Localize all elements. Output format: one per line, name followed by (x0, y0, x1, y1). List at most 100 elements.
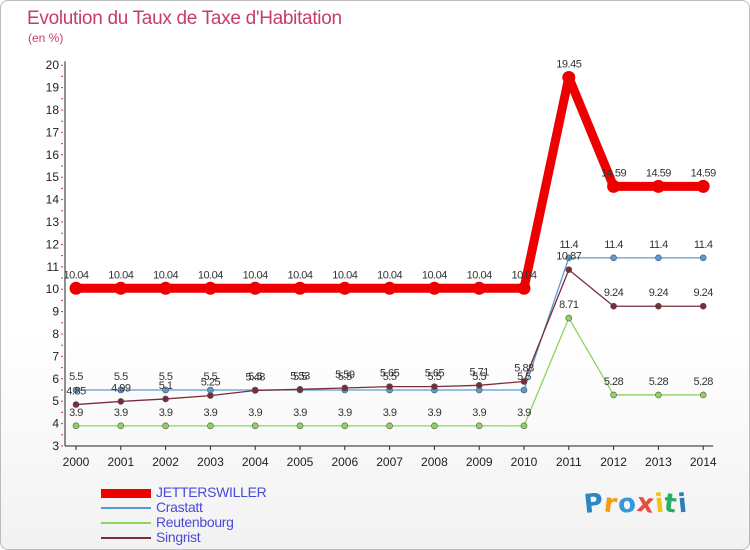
data-label: 5.1 (159, 380, 173, 392)
data-point (562, 71, 576, 85)
x-tick-label: 2002 (152, 455, 179, 469)
data-label: 4.99 (111, 382, 131, 394)
data-point (114, 281, 128, 295)
x-tick-label: 2010 (511, 455, 538, 469)
data-label: 5.28 (604, 376, 624, 388)
data-point (607, 179, 621, 193)
data-point (699, 391, 707, 399)
data-label: 11.4 (560, 239, 579, 251)
data-point (565, 314, 573, 322)
data-point (699, 254, 707, 262)
data-label: 3.9 (338, 407, 352, 419)
legend-label: Reutenbourg (156, 514, 234, 530)
data-point (431, 422, 438, 430)
data-point (610, 391, 617, 399)
data-label: 11.4 (649, 239, 668, 251)
data-label: 11.4 (604, 239, 623, 251)
data-point (162, 395, 169, 403)
x-tick-label: 2008 (421, 455, 448, 469)
legend-label: Singrist (156, 529, 201, 545)
y-tick-label: 15 (46, 170, 60, 184)
chart-subtitle: (en %) (28, 31, 64, 45)
y-tick-label: 9 (52, 305, 59, 319)
data-label: 3.9 (472, 407, 486, 419)
data-label: 10.04 (332, 269, 357, 281)
data-point (341, 422, 349, 430)
data-point (520, 378, 528, 385)
data-point (72, 401, 80, 408)
data-label: 3.9 (114, 407, 128, 419)
data-label: 5.88 (514, 362, 534, 374)
data-label: 3.9 (159, 407, 173, 419)
y-tick-label: 18 (46, 103, 60, 117)
data-label: 5.28 (693, 376, 713, 388)
y-tick-label: 7 (52, 349, 59, 363)
y-tick-label: 16 (46, 148, 60, 162)
data-point (475, 422, 483, 430)
data-point (472, 281, 486, 295)
data-label: 5.5 (69, 371, 83, 383)
data-label: 14.59 (691, 167, 716, 179)
y-tick-label: 3 (52, 439, 59, 453)
data-label: 10.04 (287, 269, 312, 281)
data-point (520, 422, 528, 430)
legend-swatch (101, 522, 151, 524)
chart-title: Evolution du Taux de Taxe d'Habitation (27, 8, 342, 29)
data-point (431, 383, 438, 390)
data-label: 5.48 (245, 371, 265, 383)
data-point (655, 254, 662, 262)
data-point (162, 422, 169, 430)
data-label: 5.5 (517, 371, 531, 383)
y-tick-label: 4 (52, 417, 59, 431)
x-tick-label: 2004 (242, 455, 269, 469)
data-label: 5.65 (425, 368, 445, 380)
data-point (655, 391, 662, 399)
data-label: 10.04 (511, 269, 536, 281)
legend-swatch (101, 537, 151, 539)
legend-label: Crastatt (156, 499, 203, 515)
data-point (699, 302, 707, 310)
data-label: 5.5 (338, 371, 352, 383)
data-point (565, 266, 573, 274)
data-label: 5.5 (472, 371, 486, 383)
data-label: 3.9 (517, 407, 531, 419)
data-label: 5.5 (383, 371, 397, 383)
x-tick-label: 2014 (690, 455, 717, 469)
data-point (475, 381, 483, 389)
data-point (248, 281, 262, 295)
x-tick-label: 2009 (466, 455, 493, 469)
data-label: 5.65 (380, 368, 400, 380)
data-point (338, 281, 352, 295)
data-point (517, 281, 531, 295)
legend-label: JETTERSWILLER (156, 484, 267, 500)
data-label: 3.9 (248, 407, 262, 419)
data-point (117, 398, 125, 405)
legend-swatch (101, 488, 151, 498)
data-label: 10.04 (198, 269, 223, 281)
data-label: 10.04 (153, 269, 178, 281)
data-label: 10.04 (108, 269, 133, 281)
data-label: 5.53 (290, 370, 310, 382)
data-point (69, 281, 83, 295)
logo-letter: i (676, 488, 690, 520)
data-point (72, 422, 80, 430)
data-label: 5.59 (335, 369, 355, 381)
data-label: 5.5 (248, 371, 262, 383)
data-label: 9.24 (693, 287, 713, 299)
x-tick-label: 2003 (197, 455, 224, 469)
data-label: 19.45 (556, 59, 581, 71)
data-point (610, 302, 617, 310)
x-tick-label: 2000 (63, 455, 90, 469)
x-tick-label: 2001 (107, 455, 134, 469)
y-tick-label: 13 (46, 215, 60, 229)
data-label: 10.04 (467, 269, 492, 281)
data-point (251, 422, 259, 430)
data-label: 5.25 (201, 377, 221, 389)
x-tick-label: 2011 (556, 455, 582, 469)
data-point (117, 422, 125, 430)
data-point (203, 281, 217, 295)
data-label: 14.59 (646, 167, 671, 179)
data-label: 10.04 (63, 269, 88, 281)
data-label: 5.5 (159, 371, 173, 383)
data-label: 3.9 (293, 407, 307, 419)
